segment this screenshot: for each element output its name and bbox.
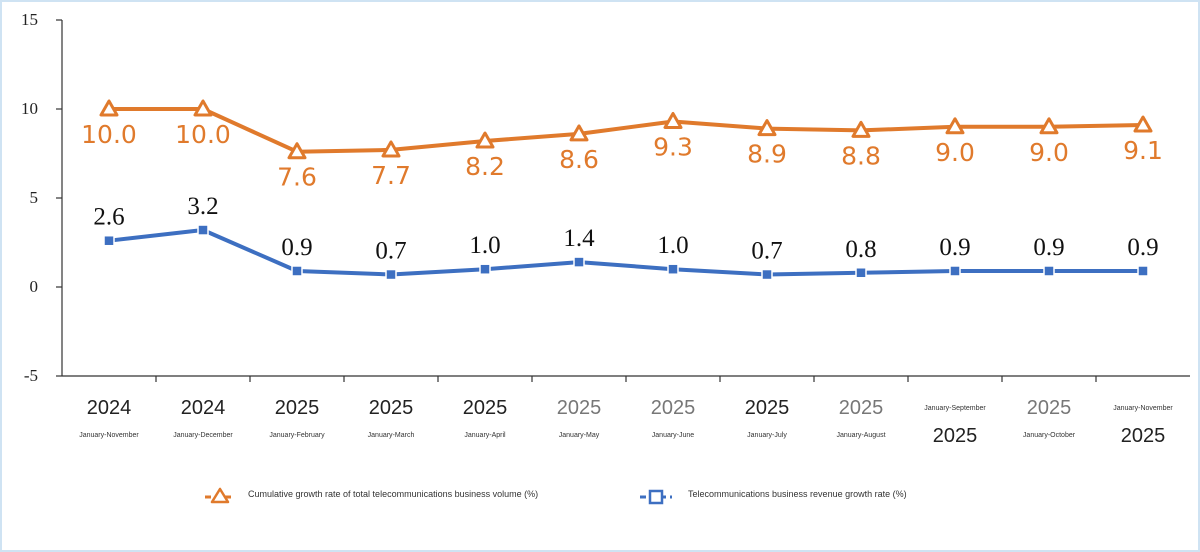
triangle-marker [851,120,871,138]
data-label: 0.9 [1033,234,1064,261]
x-tick-period: January-July [747,432,787,439]
x-tick-year: 2025 [1027,397,1072,419]
square-marker [103,234,115,247]
triangle-marker [757,119,777,137]
data-label: 8.6 [559,145,599,174]
triangle-marker [569,124,589,142]
square-marker [1137,265,1149,277]
data-label: 1.0 [657,232,688,259]
triangle-marker [287,142,307,160]
x-tick-period: January-December [173,432,233,439]
y-tick-label: 0 [30,277,39,296]
series-line-0 [107,107,1145,154]
data-label: 8.8 [841,141,881,170]
triangle-marker [381,140,401,158]
x-tick-year: 2025 [745,397,790,419]
data-label: 0.9 [281,234,312,261]
square-marker [1043,265,1055,277]
data-labels: 10.0 10.0 7.6 7.7 8.2 8.6 9.3 8.9 8.8 9.0 9.0 9.1 2.… [81,120,1163,265]
data-label: 3.2 [187,193,218,220]
square-marker [291,265,303,277]
triangle-marker [663,111,683,129]
series-markers [99,99,1153,281]
x-tick-year: 2025 [933,425,978,447]
triangle-marker [99,99,119,117]
data-label: 10.0 [81,120,137,149]
square-marker [197,224,209,236]
x-tick-period: January-October [1023,432,1076,439]
triangle-marker [1133,115,1153,133]
data-label: 9.1 [1123,136,1163,165]
x-tick-year: 2025 [463,397,508,419]
triangle-marker [945,117,965,135]
data-label: 0.8 [845,236,876,263]
x-tick-year: 2024 [87,397,132,419]
x-ticks: 2024 January-November 2024 January-December… [79,376,1173,447]
x-tick-period: January-August [836,432,885,439]
y-tick-label: -5 [24,366,38,385]
data-label: 10.0 [175,120,231,149]
data-label: 9.0 [935,138,975,167]
square-marker [479,263,491,275]
y-ticks: 15 10 5 0 -5 [21,10,62,385]
data-label: 8.2 [465,152,505,181]
series-line-1 [107,228,1145,277]
triangle-marker [1039,117,1059,135]
data-label: 2.6 [93,204,124,231]
x-tick-year: 2025 [651,397,696,419]
square-marker [855,267,867,279]
data-label: 1.4 [563,225,595,252]
legend: Cumulative growth rate of total telecomm… [205,487,907,505]
data-label: 7.6 [277,163,317,192]
x-tick-period: January-May [559,432,600,439]
data-label: 0.9 [939,234,970,261]
x-tick-period: January-February [269,432,325,439]
square-marker [385,268,397,281]
y-tick-label: 15 [21,10,38,29]
data-label: 0.7 [375,238,406,265]
data-label: 9.0 [1029,138,1069,167]
legend-triangle-icon [210,487,230,504]
triangle-marker [475,131,495,149]
square-marker [667,263,679,275]
x-tick-year: 2025 [275,397,320,419]
square-marker [761,268,773,281]
triangle-marker [193,99,213,117]
data-label: 9.3 [653,132,693,161]
legend-label-volume: Cumulative growth rate of total telecomm… [248,489,538,499]
x-tick-year: 2024 [181,397,226,419]
x-tick-year: 2025 [369,397,414,419]
x-tick-period: January-November [1113,405,1173,412]
legend-label-revenue: Telecommunications business revenue grow… [688,489,907,499]
legend-square-icon [648,489,664,505]
x-tick-year: 2025 [557,397,602,419]
x-tick-period: January-April [464,432,506,439]
data-label: 8.9 [747,140,787,169]
x-tick-year: 2025 [1121,425,1166,447]
series-lines [107,107,1145,277]
y-tick-label: 10 [21,99,38,118]
data-label: 0.7 [751,238,782,265]
data-label: 0.9 [1127,234,1158,261]
x-tick-year: 2025 [839,397,884,419]
data-label: 1.0 [469,232,500,259]
x-tick-period: January-September [924,405,986,412]
square-marker [949,265,961,277]
x-tick-period: January-November [79,432,139,439]
x-tick-period: January-March [368,432,415,439]
y-tick-label: 5 [30,188,39,207]
x-tick-period: January-June [652,432,695,439]
square-marker [573,256,585,268]
data-label: 7.7 [371,161,411,190]
